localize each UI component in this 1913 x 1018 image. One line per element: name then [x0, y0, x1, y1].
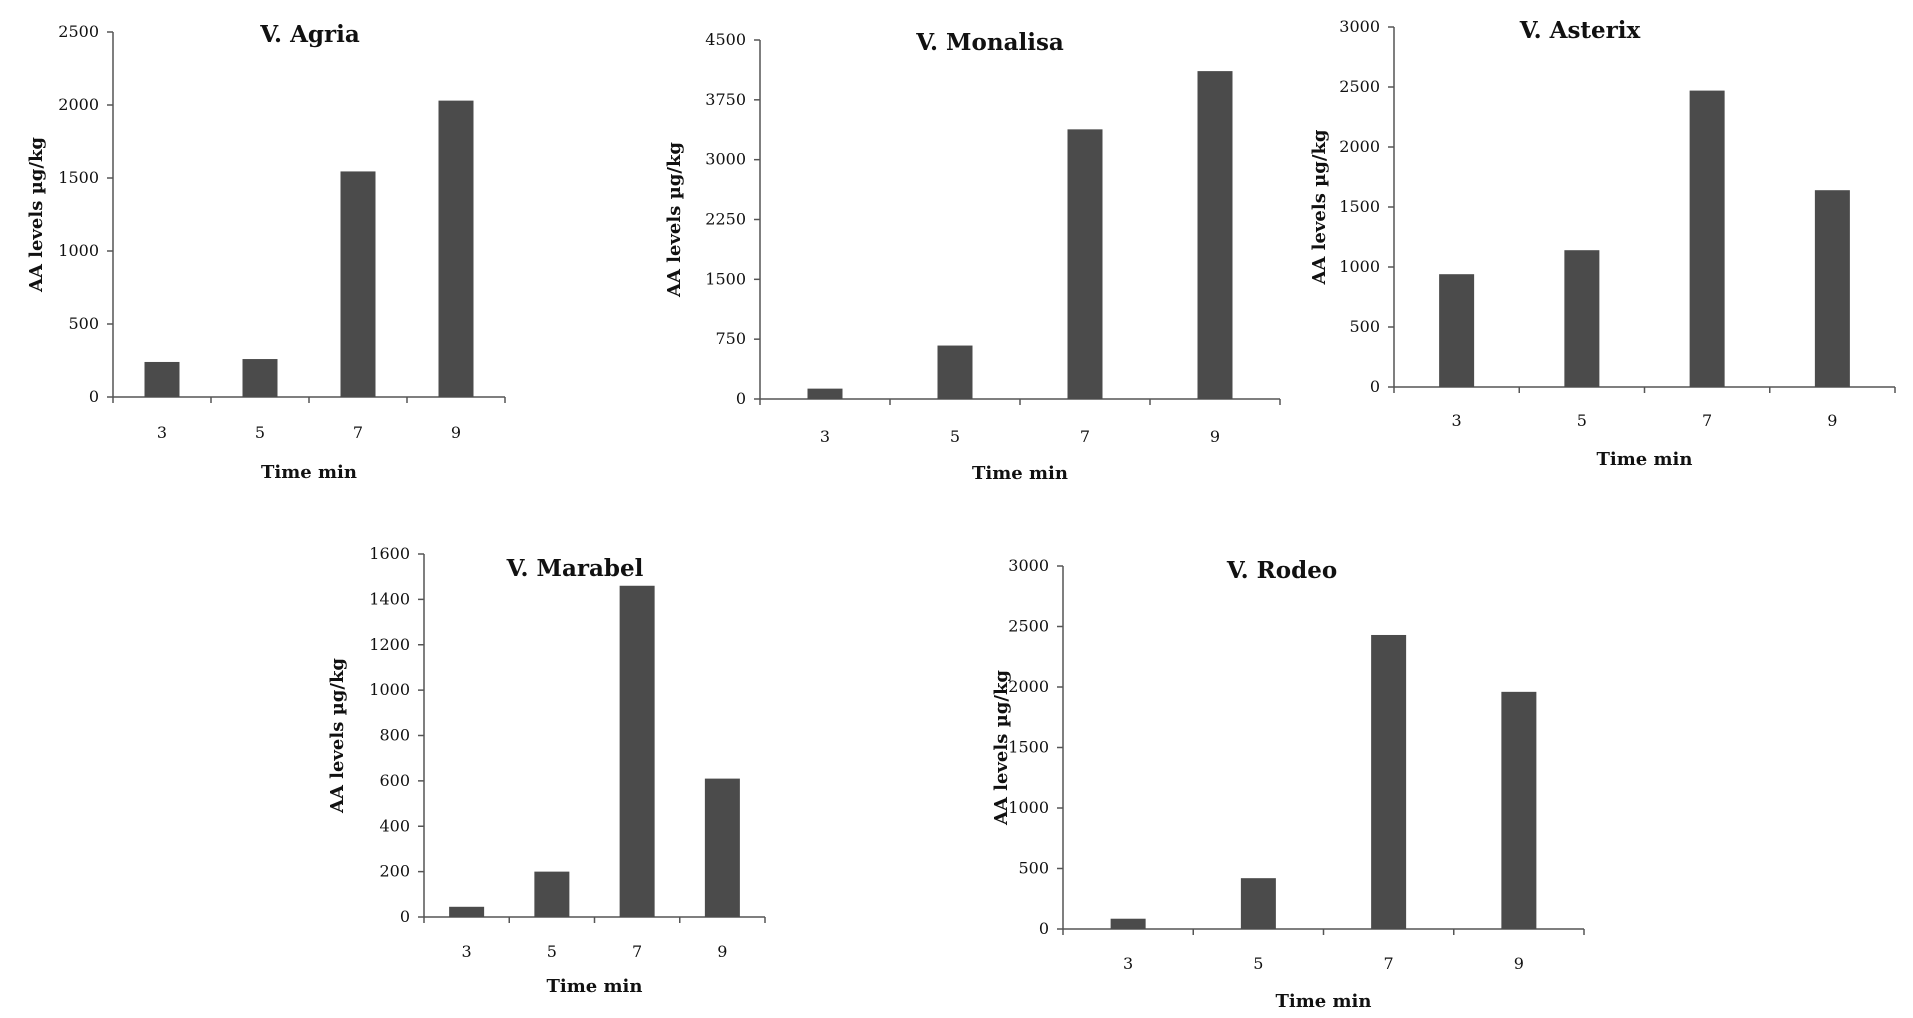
bar-3 [1110, 918, 1146, 929]
x-tick-label: 7 [1702, 411, 1712, 430]
y-axis-label: AA levels µg/kg [664, 142, 685, 298]
chart-asterix: V. Asterix 0 500 1000 1500 2000 2500 3000 3 5 7 9 Ti… [1309, 17, 1896, 470]
bar-7 [1371, 634, 1407, 929]
bar-3 [144, 361, 180, 397]
x-axis-label: Time min [547, 976, 643, 997]
bar-3 [1439, 274, 1475, 387]
y-tick-label: 3750 [705, 90, 746, 109]
x-axis-label: Time min [261, 462, 357, 483]
chart-title: V. Rodeo [1226, 557, 1337, 584]
chart-title: V. Asterix [1519, 17, 1641, 44]
y-tick-label: 2500 [1008, 617, 1049, 636]
x-tick-label: 5 [1577, 411, 1587, 430]
x-tick-label: 7 [1384, 954, 1394, 973]
y-tick-label: 750 [715, 329, 746, 348]
x-tick-label: 7 [353, 423, 363, 442]
chart-marabel: V. Marabel 0 200 400 600 800 1000 1200 1400 1600 3… [327, 544, 766, 997]
bar-5 [534, 871, 570, 917]
chart-agria: V. Agria 0 500 1000 1500 2000 2500 3 5 7 9 Time min… [26, 21, 506, 483]
y-tick-label: 2250 [705, 210, 746, 229]
chart-title: V. Monalisa [915, 29, 1064, 56]
y-tick-label: 2000 [1339, 137, 1380, 156]
x-tick-label: 5 [1253, 954, 1263, 973]
bar-7 [1067, 129, 1103, 399]
x-axis-label: Time min [1597, 449, 1693, 470]
x-tick-label: 7 [632, 942, 642, 961]
bar-3 [449, 906, 485, 917]
y-tick-label: 3000 [705, 150, 746, 169]
x-axis-label: Time min [1276, 991, 1372, 1012]
bar-5 [242, 359, 278, 397]
y-tick-label: 500 [1018, 859, 1049, 878]
x-tick-label: 5 [547, 942, 557, 961]
y-tick-label: 500 [68, 314, 99, 333]
bar-7 [340, 171, 376, 397]
y-tick-label: 1000 [1008, 798, 1049, 817]
y-tick-label: 3000 [1339, 17, 1380, 36]
y-axis-label: AA levels µg/kg [991, 670, 1012, 826]
bar-5 [1564, 250, 1600, 387]
y-tick-label: 0 [736, 389, 746, 408]
y-tick-label: 0 [1039, 919, 1049, 938]
x-tick-label: 7 [1080, 427, 1090, 446]
y-tick-label: 2000 [1008, 677, 1049, 696]
x-tick-label: 3 [820, 427, 830, 446]
chart-title: V. Marabel [506, 555, 644, 582]
bar-9 [1197, 71, 1233, 399]
chart-title: V. Agria [259, 21, 360, 48]
chart-monalisa: V. Monalisa 0 750 1500 2250 3000 3750 4500 3 5 7 9 T… [664, 29, 1281, 484]
bar-7 [619, 585, 655, 917]
bar-9 [1501, 691, 1537, 929]
x-tick-label: 5 [950, 427, 960, 446]
bar-9 [704, 778, 740, 917]
x-tick-label: 3 [157, 423, 167, 442]
bar-5 [1240, 878, 1276, 929]
bar-5 [937, 345, 973, 399]
bar-3 [807, 388, 843, 399]
y-tick-label: 4500 [705, 30, 746, 49]
y-tick-label: 1000 [58, 241, 99, 260]
y-tick-label: 0 [89, 387, 99, 406]
y-tick-label: 1000 [1339, 257, 1380, 276]
y-tick-label: 1500 [705, 269, 746, 288]
y-tick-label: 0 [1370, 377, 1380, 396]
y-tick-label: 200 [379, 862, 410, 881]
y-tick-label: 3000 [1008, 556, 1049, 575]
y-tick-label: 1000 [369, 680, 410, 699]
x-tick-label: 9 [451, 423, 461, 442]
y-tick-label: 2500 [58, 22, 99, 41]
x-tick-label: 9 [717, 942, 727, 961]
y-tick-label: 1200 [369, 635, 410, 654]
y-tick-label: 1500 [1339, 197, 1380, 216]
x-tick-label: 3 [1452, 411, 1462, 430]
y-tick-label: 0 [400, 907, 410, 926]
y-tick-label: 1400 [369, 589, 410, 608]
bar-9 [1814, 190, 1850, 387]
y-tick-label: 500 [1349, 317, 1380, 336]
x-tick-label: 3 [462, 942, 472, 961]
y-tick-label: 600 [379, 771, 410, 790]
y-tick-label: 1600 [369, 544, 410, 563]
y-tick-label: 2000 [58, 95, 99, 114]
x-tick-label: 5 [255, 423, 265, 442]
x-axis-label: Time min [972, 463, 1068, 484]
y-tick-label: 2500 [1339, 77, 1380, 96]
bar-9 [438, 100, 474, 398]
y-tick-label: 800 [379, 726, 410, 745]
x-tick-label: 9 [1514, 954, 1524, 973]
y-axis-label: AA levels µg/kg [327, 658, 348, 814]
x-tick-label: 9 [1210, 427, 1220, 446]
x-tick-label: 3 [1123, 954, 1133, 973]
y-axis-label: AA levels µg/kg [1309, 129, 1330, 285]
y-tick-label: 400 [379, 816, 410, 835]
y-tick-label: 1500 [1008, 738, 1049, 757]
y-tick-label: 1500 [58, 168, 99, 187]
y-axis-label: AA levels µg/kg [26, 137, 47, 293]
chart-rodeo: V. Rodeo 0 500 1000 1500 2000 2500 3000 3 5 7 9 Time… [991, 556, 1585, 1012]
bar-7 [1689, 90, 1725, 387]
x-tick-label: 9 [1827, 411, 1837, 430]
